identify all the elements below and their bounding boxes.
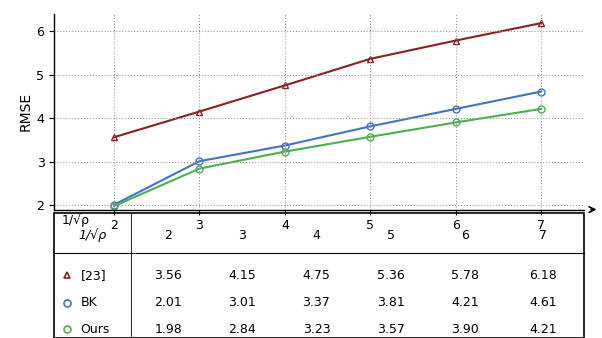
Text: 5: 5	[386, 229, 394, 242]
Text: 1/√ρ: 1/√ρ	[78, 228, 107, 242]
Text: 3.90: 3.90	[451, 323, 479, 336]
Text: [23]: [23]	[81, 269, 107, 282]
Text: 4: 4	[312, 229, 320, 242]
Text: 6.18: 6.18	[529, 269, 557, 282]
Text: 1.98: 1.98	[154, 323, 182, 336]
Text: 2.01: 2.01	[154, 296, 182, 310]
Text: BK: BK	[81, 296, 98, 310]
Text: 4.21: 4.21	[529, 323, 557, 336]
Text: 3: 3	[238, 229, 246, 242]
Text: 7: 7	[539, 229, 547, 242]
Text: 4.21: 4.21	[451, 296, 479, 310]
Text: 2.84: 2.84	[228, 323, 256, 336]
Text: 3.01: 3.01	[228, 296, 256, 310]
Text: 3.23: 3.23	[303, 323, 330, 336]
Text: 3.81: 3.81	[377, 296, 405, 310]
Text: 4.75: 4.75	[302, 269, 330, 282]
Text: 4.15: 4.15	[228, 269, 256, 282]
Text: 2: 2	[164, 229, 172, 242]
Text: 3.37: 3.37	[303, 296, 330, 310]
Text: 1/√ρ: 1/√ρ	[61, 213, 90, 227]
Y-axis label: RMSE: RMSE	[18, 92, 33, 131]
Text: 4.61: 4.61	[529, 296, 557, 310]
Text: 5.78: 5.78	[451, 269, 479, 282]
Text: 6: 6	[461, 229, 469, 242]
Text: 5.36: 5.36	[377, 269, 405, 282]
Text: 3.57: 3.57	[377, 323, 405, 336]
Text: 3.56: 3.56	[154, 269, 182, 282]
Text: Ours: Ours	[81, 323, 110, 336]
